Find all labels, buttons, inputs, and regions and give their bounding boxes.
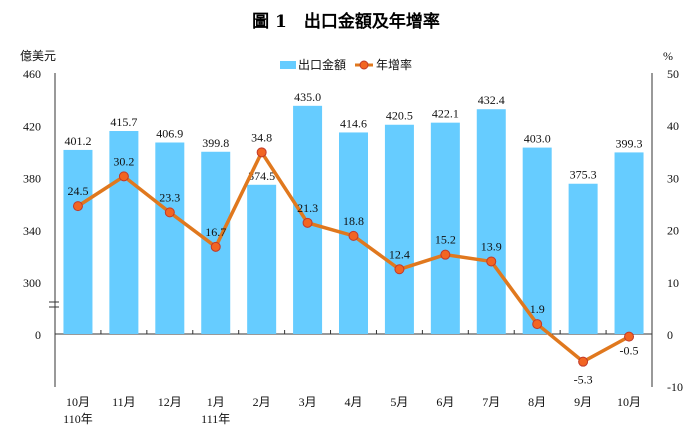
growth-rate-label: -0.5	[620, 344, 639, 358]
bar-value-label: 415.7	[110, 115, 137, 129]
growth-rate-marker	[578, 356, 589, 367]
bar-value-label: 414.6	[340, 116, 367, 130]
x-tick-label: 12月	[158, 395, 182, 409]
legend-line-label: 年增率	[376, 57, 412, 72]
right-tick-label: 20	[667, 224, 679, 238]
growth-rate-label: 18.8	[343, 214, 364, 228]
bar	[522, 147, 552, 334]
x-tick-label: 8月	[528, 395, 546, 409]
right-axis-label: %	[663, 49, 673, 63]
left-tick-label: 380	[23, 172, 41, 186]
legend-bar-label: 出口金額	[298, 57, 346, 72]
x-tick-label: 5月	[390, 395, 408, 409]
left-tick-label: 460	[23, 67, 41, 81]
growth-rate-label: 23.3	[159, 190, 180, 204]
x-tick-label: 9月	[574, 395, 592, 409]
x-tick-label: 7月	[482, 395, 500, 409]
x-tick-label: 1月	[207, 395, 225, 409]
right-tick-label: 10	[667, 276, 679, 290]
right-tick-label: -10	[667, 380, 683, 394]
growth-rate-label: 21.3	[297, 201, 318, 215]
growth-rate-label: 12.4	[389, 247, 410, 261]
chart-title: 圖 1 出口金額及年增率	[252, 11, 440, 32]
bar-value-label: 406.9	[156, 126, 183, 140]
x-tick-label: 2月	[253, 395, 271, 409]
x-tick-label: 6月	[436, 395, 454, 409]
right-tick-label: 50	[667, 67, 679, 81]
growth-rate-label: 34.8	[251, 130, 272, 144]
growth-rate-marker	[624, 331, 635, 342]
right-tick-label: 40	[667, 119, 679, 133]
legend: 出口金額 年增率	[280, 57, 412, 72]
bar-value-label: 432.4	[478, 93, 505, 107]
left-tick-label: 300	[23, 276, 41, 290]
x-tick-label: 10月	[617, 395, 641, 409]
growth-rate-marker	[302, 217, 313, 228]
left-axis-label: 億美元	[20, 49, 56, 63]
bar-value-label: 422.1	[432, 107, 459, 121]
bar	[568, 183, 598, 334]
legend-bar-swatch	[280, 61, 296, 69]
bar	[109, 131, 139, 334]
growth-rate-marker	[72, 201, 83, 212]
bar-value-label: 374.5	[248, 169, 275, 183]
x-tick-label: 3月	[299, 395, 317, 409]
bar-value-label: 399.8	[202, 136, 229, 150]
bar	[247, 184, 277, 334]
bar-value-label: 403.0	[524, 132, 551, 146]
growth-rate-label: 13.9	[481, 239, 502, 253]
bar	[476, 109, 506, 334]
x-year-label: 110年	[63, 412, 93, 426]
bar-value-label: 420.5	[386, 109, 413, 123]
x-tick-label: 4月	[344, 395, 362, 409]
growth-rate-label: 16.7	[205, 225, 226, 239]
x-year-label: 111年	[201, 412, 230, 426]
bar-value-label: 435.0	[294, 90, 321, 104]
bar	[155, 142, 185, 334]
right-tick-label: 0	[667, 328, 673, 342]
growth-rate-label: 1.9	[530, 302, 545, 316]
left-tick-label: 0	[35, 328, 41, 342]
growth-rate-marker	[440, 249, 451, 260]
left-tick-label: 340	[23, 224, 41, 238]
growth-rate-marker	[532, 319, 543, 330]
bar	[614, 152, 644, 334]
growth-rate-marker	[210, 241, 221, 252]
growth-rate-marker	[164, 207, 175, 218]
x-tick-label: 11月	[112, 395, 136, 409]
bar-value-label: 375.3	[570, 168, 597, 182]
bar-value-label: 399.3	[616, 136, 643, 150]
right-tick-label: 30	[667, 171, 679, 185]
x-tick-label: 10月	[66, 395, 90, 409]
growth-rate-label: 24.5	[67, 184, 88, 198]
bar	[384, 124, 414, 334]
growth-rate-label: -5.3	[574, 373, 593, 387]
left-tick-label: 420	[23, 119, 41, 133]
growth-rate-label: 15.2	[435, 233, 456, 247]
growth-rate-label: 30.2	[113, 154, 134, 168]
bar	[63, 149, 93, 334]
growth-rate-marker	[256, 147, 267, 158]
growth-rate-marker	[486, 256, 497, 267]
growth-rate-marker	[394, 264, 405, 275]
growth-rate-marker	[348, 230, 359, 241]
legend-line-marker	[359, 60, 369, 70]
growth-rate-marker	[118, 171, 129, 182]
bar	[430, 122, 460, 334]
bar-value-label: 401.2	[64, 134, 91, 148]
